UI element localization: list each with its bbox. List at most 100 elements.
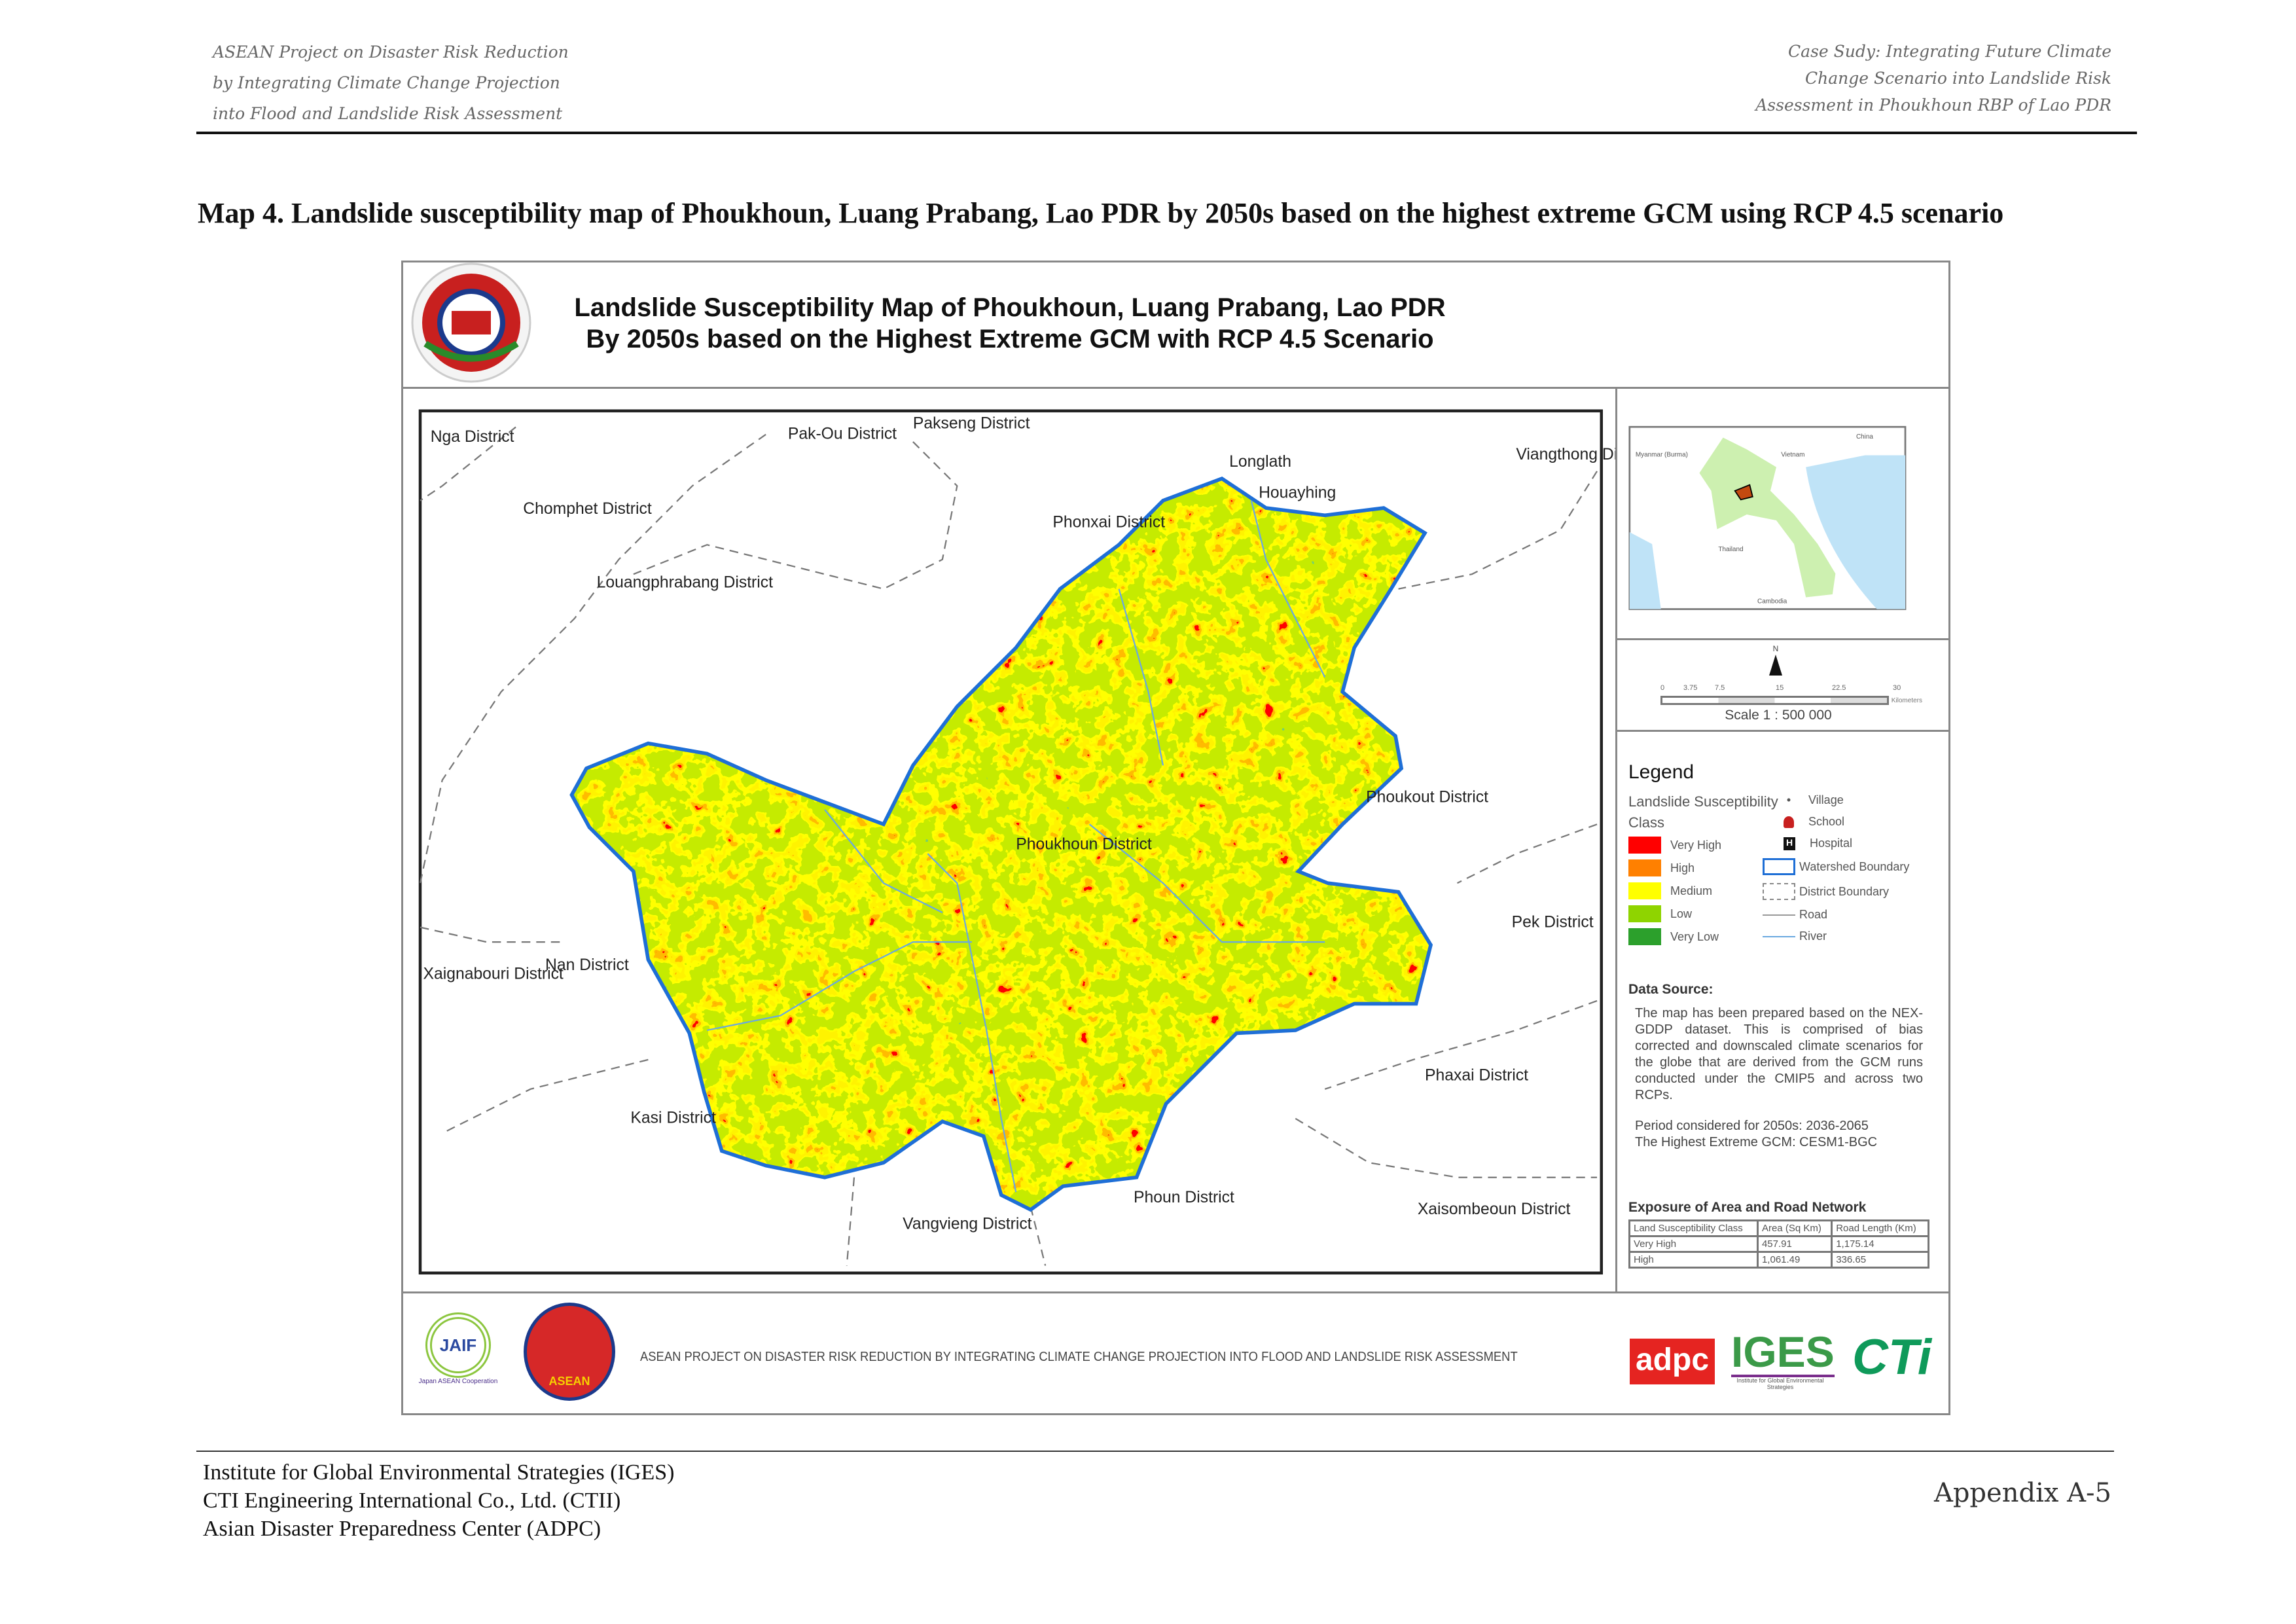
column-header: Area (Sq Km) [1756, 1219, 1833, 1237]
footer-organizations: Institute for Global Environmental Strat… [203, 1458, 674, 1543]
school-icon [1784, 816, 1794, 828]
district-label: Louangphrabang District [597, 573, 773, 591]
table-cell: 1,061.49 [1756, 1251, 1833, 1269]
rivers [707, 500, 1326, 1193]
table-row: Very High 457.91 1,175.14 [1628, 1235, 1929, 1253]
header-rule [196, 132, 2137, 134]
asean-logo-text: ASEAN [548, 1375, 590, 1388]
cti-logo: CTi [1852, 1329, 1932, 1385]
table-cell: 336.65 [1831, 1251, 1929, 1269]
inset-label: Vietnam [1781, 451, 1804, 458]
legend-class-item: Very High [1628, 837, 1778, 854]
district-label: Chomphet District [523, 500, 652, 518]
iges-logo-text: IGES [1731, 1327, 1835, 1377]
footer-rule [196, 1451, 2114, 1452]
inset-label: China [1856, 433, 1873, 441]
legend-class-item: Medium [1628, 882, 1778, 899]
district-label: Vangvieng District [903, 1215, 1032, 1233]
map-caption: Map 4. Landslide susceptibility map of P… [198, 197, 2004, 229]
district-label: Pak-Ou District [788, 425, 897, 442]
inset-label: Cambodia [1757, 598, 1787, 605]
map-title-line-2: By 2050s based on the Highest Extreme GC… [586, 325, 1434, 353]
north-label: N [1772, 644, 1779, 653]
iges-logo: IGES Institute for Global Environmental … [1731, 1329, 1835, 1390]
scale-text: Scale 1 : 500 000 [1725, 708, 1832, 723]
district-label: Phoukout District [1366, 789, 1488, 806]
exposure-section: Exposure of Area and Road Network Land S… [1628, 1200, 1929, 1269]
legend-symbol-label: District Boundary [1799, 884, 1890, 898]
district-boundary-icon [1763, 883, 1795, 900]
data-source: Data Source: The map has been prepared b… [1628, 982, 1923, 1151]
color-swatch [1628, 837, 1661, 854]
seal-logo [411, 262, 531, 383]
iges-subtitle: Institute for Global Environmental Strat… [1736, 1377, 1824, 1390]
legend-symbol-label: River [1799, 929, 1827, 943]
table-cell: High [1628, 1251, 1759, 1269]
legend-class-item: High [1628, 859, 1778, 876]
legend-class-label: Low [1670, 907, 1693, 920]
legend-symbol-label: School [1808, 815, 1845, 828]
data-source-heading: Data Source: [1628, 982, 1713, 997]
page-number: Appendix A-5 [1933, 1478, 2111, 1508]
color-swatch [1628, 928, 1661, 945]
table-cell: Very High [1628, 1235, 1759, 1253]
map-sheet [401, 261, 1950, 1415]
district-label: Xaignabouri District [423, 965, 563, 983]
header-right: Case Sudy: Integrating Future Climate Ch… [1755, 38, 2111, 118]
footer-line: Asian Disaster Preparedness Center (ADPC… [203, 1517, 601, 1541]
district-label: Phoun District [1134, 1189, 1234, 1206]
jaif-subtitle: Japan ASEAN Cooperation [418, 1378, 498, 1385]
district-label: Pakseng District [913, 415, 1030, 433]
scale-tick: 30 [1893, 684, 1901, 692]
legend-title: Legend [1628, 761, 1695, 783]
divider [1615, 387, 1617, 1293]
header-left-line: into Flood and Landslide Risk Assessment [213, 104, 563, 123]
district-label: Xaisombeoun District [1418, 1200, 1571, 1218]
district-label: Pek District [1512, 914, 1594, 931]
inset-label: Myanmar (Burma) [1636, 451, 1688, 458]
legend-class-heading: Class [1628, 814, 1665, 831]
district-label: Nan District [545, 956, 629, 974]
district-boundaries [419, 426, 1598, 1266]
legend-symbol-label: Village [1808, 793, 1844, 806]
dot-icon: • [1786, 793, 1791, 806]
header-left-line: by Integrating Climate Change Projection [213, 73, 560, 92]
header-right-line: Assessment in Phoukhoun RBP of Lao PDR [1755, 96, 2111, 115]
susceptibility-map[interactable]: Nga District Pak-Ou District Pakseng Dis… [402, 389, 1615, 1292]
color-swatch [1628, 859, 1661, 876]
divider [1615, 638, 1950, 640]
table-cell: 1,175.14 [1831, 1235, 1929, 1253]
scale-unit: Kilometers [1891, 696, 1922, 704]
scale-tick: 22.5 [1832, 684, 1846, 692]
color-swatch [1628, 882, 1661, 899]
footer-line: CTI Engineering International Co., Ltd. … [203, 1489, 621, 1513]
district-label: Phoukhoun District [1016, 835, 1152, 853]
map-title-line-1: Landslide Susceptibility Map of Phoukhou… [574, 293, 1446, 322]
scale-bar: 0 3.75 7.5 15 22.5 30 Kilometers Scale 1… [1660, 684, 1922, 723]
asean-logo: ASEAN [524, 1303, 615, 1401]
legend-symbol-label: Hospital [1810, 837, 1853, 850]
divider [401, 387, 1950, 389]
hospital-icon: H [1784, 837, 1795, 850]
legend-symbol-label: Road [1799, 908, 1828, 921]
legend-symbol-label: Watershed Boundary [1799, 859, 1910, 873]
data-source-gcm: The Highest Extreme GCM: CESM1-BGC [1635, 1135, 1878, 1149]
footer-line: Institute for Global Environmental Strat… [203, 1460, 675, 1485]
exposure-heading: Exposure of Area and Road Network [1628, 1200, 1867, 1215]
column-header: Road Length (Km) [1831, 1219, 1929, 1237]
village-label: Houayhing [1259, 484, 1336, 501]
table-row: High 1,061.49 336.65 [1628, 1251, 1929, 1269]
exposure-table: Land Susceptibility Class Area (Sq Km) Roa… [1628, 1219, 1929, 1269]
data-source-body: The map has been prepared based on the N… [1635, 1006, 1923, 1102]
watershed-boundary-icon [1763, 858, 1795, 875]
color-swatch [1628, 905, 1661, 922]
adpc-logo: adpc [1630, 1339, 1715, 1384]
legend-class-item: Low [1628, 905, 1778, 922]
header-left-line: ASEAN Project on Disaster Risk Reduction [213, 43, 569, 62]
header-right-line: Case Sudy: Integrating Future Climate [1788, 42, 2111, 61]
inset-label: Thailand [1718, 546, 1743, 553]
village-label: Longlath [1229, 453, 1291, 471]
table-cell: 457.91 [1756, 1235, 1833, 1253]
legend-class-heading: Landslide Susceptibility [1628, 793, 1778, 810]
header-left: ASEAN Project on Disaster Risk Reduction… [213, 37, 569, 129]
